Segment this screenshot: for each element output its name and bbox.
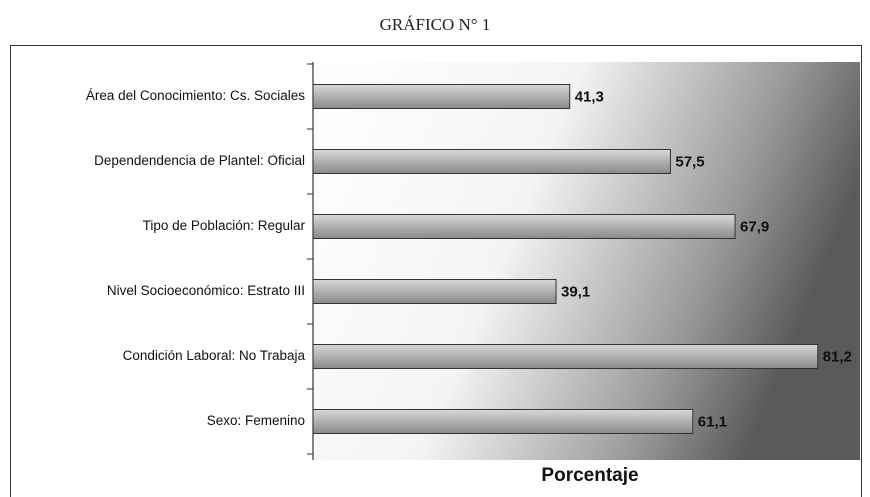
y-tick-label: Tipo de Población: Regular: [143, 218, 306, 233]
y-tick-label: Sexo: Femenino: [207, 413, 305, 428]
bar: [312, 149, 671, 174]
bar: [312, 214, 736, 239]
value-label: 81,2: [823, 348, 852, 365]
chart-frame: [10, 45, 862, 497]
y-tick-label: Condición Laboral: No Trabaja: [123, 348, 306, 363]
bar: [312, 344, 819, 369]
y-tick-label: Dependendencia de Plantel: Oficial: [94, 153, 305, 168]
value-label: 67,9: [740, 218, 769, 235]
value-label: 39,1: [561, 283, 590, 300]
plot-area: [313, 62, 860, 460]
value-label: 61,1: [698, 413, 727, 430]
y-tick-label: Nivel Socioeconómico: Estrato III: [107, 283, 305, 298]
bar: [312, 84, 571, 109]
value-label: 41,3: [575, 88, 604, 105]
chart-title: GRÁFICO N° 1: [380, 15, 491, 34]
bar: [312, 279, 557, 304]
x-axis-label: Porcentaje: [541, 465, 638, 486]
y-tick-label: Área del Conocimiento: Cs. Sociales: [86, 88, 305, 103]
value-label: 57,5: [675, 153, 704, 170]
bar: [312, 409, 694, 434]
